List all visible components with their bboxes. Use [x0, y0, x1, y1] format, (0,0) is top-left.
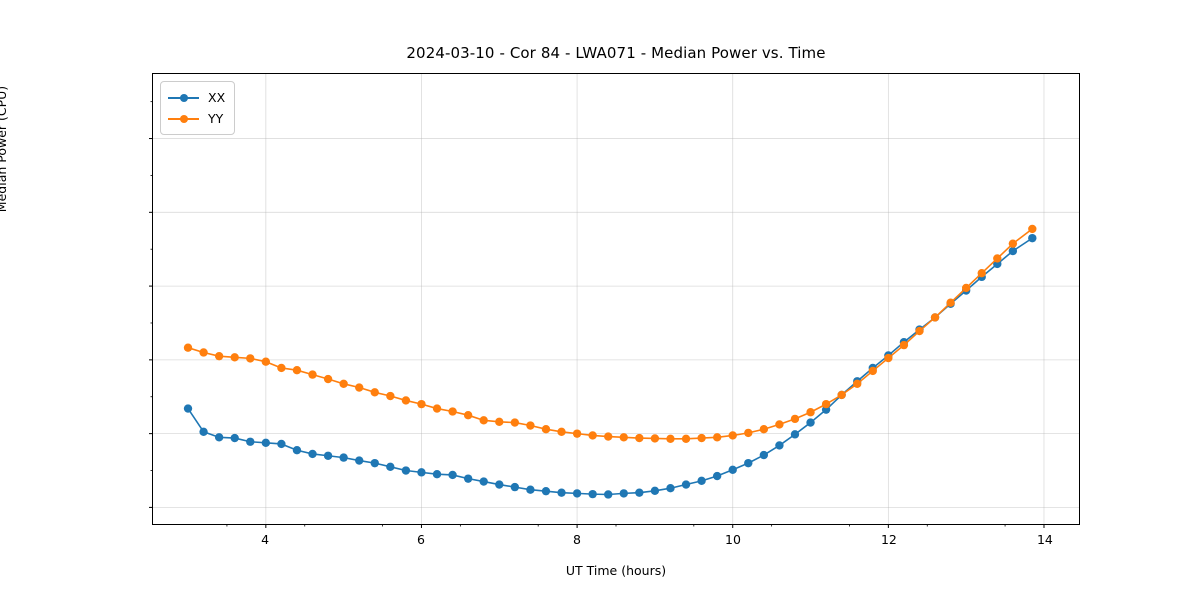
- legend-marker-xx-icon: [168, 92, 199, 104]
- plot-area: [149, 73, 1080, 528]
- x-tick-label: 12: [880, 532, 897, 547]
- legend-item-xx[interactable]: XX: [168, 87, 225, 108]
- legend-label-xx: XX: [208, 90, 226, 105]
- x-tick-label: 8: [573, 532, 581, 547]
- x-tick-label: 4: [261, 532, 270, 547]
- chart-title: 2024-03-10 - Cor 84 - LWA071 - Median Po…: [406, 44, 826, 62]
- legend-marker-yy-icon: [168, 113, 199, 125]
- data-series-layer: [183, 224, 1037, 499]
- x-tick-label: 6: [417, 532, 426, 547]
- y-axis-label: Median Power (CPU): [0, 85, 9, 213]
- legend-item-yy[interactable]: YY: [168, 108, 225, 129]
- x-tick-label: 10: [725, 532, 741, 547]
- legend-label-yy: YY: [208, 111, 224, 126]
- legend[interactable]: XX YY: [160, 81, 236, 135]
- x-tick-label: 14: [1036, 532, 1053, 547]
- grid-lines: [149, 74, 1079, 528]
- x-axis-label: UT Time (hours): [565, 563, 667, 578]
